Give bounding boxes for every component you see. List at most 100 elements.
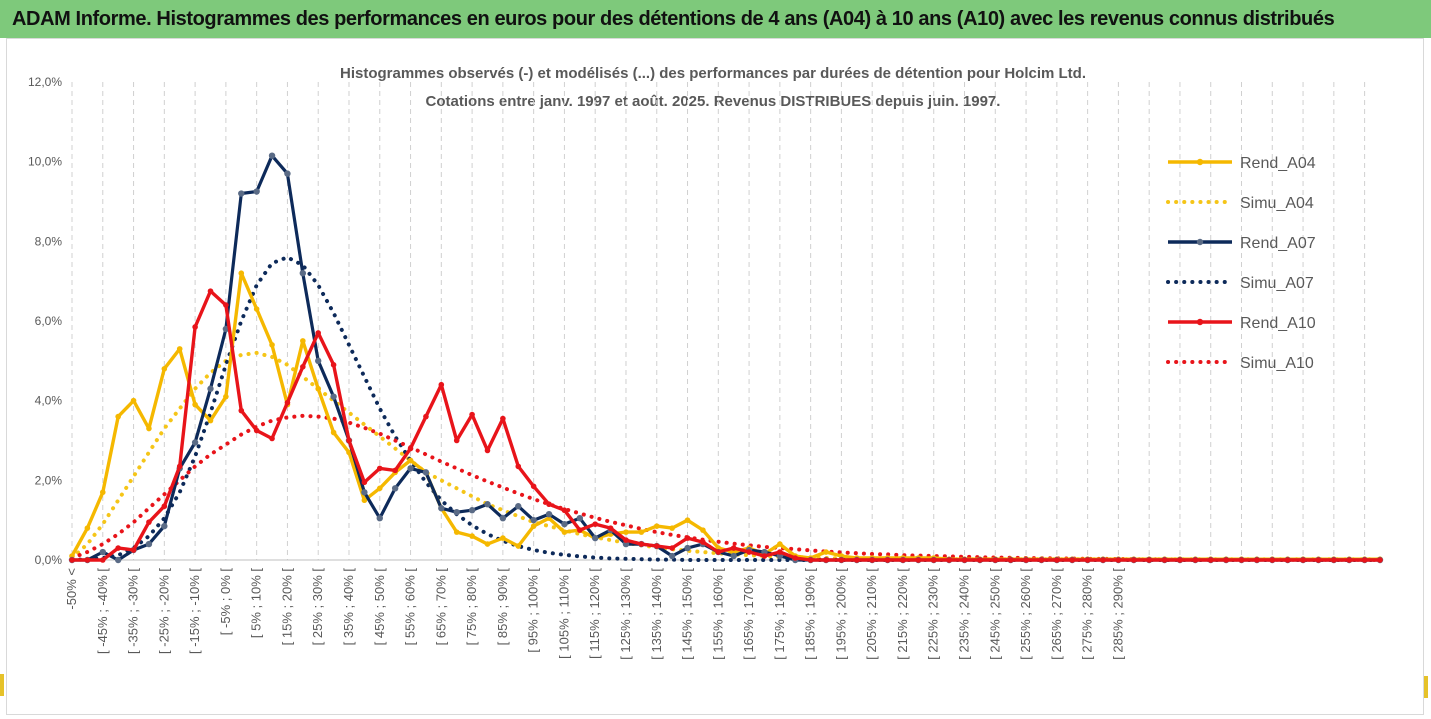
data-point [823, 549, 829, 555]
data-point [1269, 557, 1276, 563]
data-point [392, 467, 398, 474]
series-line-simu-a07 [70, 255, 1382, 562]
legend-label: Rend_A10 [1240, 315, 1316, 332]
x-tick-label: [ 215% ; 220% [ [895, 568, 910, 660]
data-point [115, 545, 121, 551]
grid-lines [71, 82, 1366, 560]
data-point [130, 397, 137, 404]
data-point [530, 483, 537, 490]
data-point [268, 152, 276, 159]
series-group [68, 152, 1384, 564]
data-point [1238, 557, 1245, 563]
x-tick-label: [ -45% ; -40% [ [95, 568, 110, 654]
data-point [84, 525, 91, 531]
data-point [777, 541, 783, 547]
data-point [453, 437, 460, 444]
x-tick-label: [ -25% ; -20% [ [156, 568, 171, 654]
data-point [361, 489, 368, 496]
data-point [1331, 557, 1337, 563]
legend-marker [1196, 238, 1204, 246]
legend-label: Simu_A10 [1240, 355, 1314, 372]
data-point [761, 553, 768, 559]
y-tick-label: 2,0% [35, 473, 63, 487]
data-point [330, 393, 337, 400]
data-point [992, 557, 999, 563]
data-point [577, 527, 583, 533]
data-point [484, 541, 491, 547]
data-point [407, 465, 414, 472]
data-point [561, 520, 568, 528]
data-point [161, 366, 168, 372]
data-point [1161, 557, 1168, 563]
x-tick-label: [ 195% ; 200% [ [833, 568, 848, 660]
chart-title: Histogrammes observés (-) et modélisés (… [340, 65, 1086, 82]
data-point [500, 415, 506, 422]
data-point [854, 557, 860, 563]
data-point [530, 516, 537, 524]
data-point [1146, 557, 1152, 563]
data-point [884, 557, 891, 563]
legend-label: Rend_A04 [1240, 155, 1316, 172]
legend-label: Simu_A04 [1240, 195, 1314, 212]
data-point [1377, 557, 1383, 563]
x-tick-label: [ 155% ; 160% [ [710, 568, 725, 660]
data-point [315, 357, 322, 365]
data-point [730, 552, 737, 560]
corner-mark-left [0, 674, 4, 696]
x-tick-label: [ 85% ; 90% [ [495, 568, 510, 646]
data-point [561, 507, 568, 514]
data-point [761, 548, 768, 556]
data-point [1300, 557, 1306, 563]
series-line-simu-a04 [70, 350, 1382, 562]
x-tick-label: [ 5% ; 10% [ [249, 568, 264, 638]
data-point [1038, 557, 1045, 563]
x-tick-label: [ 245% ; 250% [ [987, 568, 1002, 660]
banner-title: ADAM Informe. Histogrammes des performan… [0, 0, 1431, 38]
data-point [500, 535, 506, 541]
data-point [1361, 557, 1368, 563]
x-tick-label: [ 35% ; 40% [ [341, 568, 356, 646]
data-point [238, 270, 245, 277]
data-point [730, 545, 737, 551]
x-tick-label: [ 225% ; 230% [ [926, 568, 941, 660]
x-tick-label: -50% < [64, 568, 79, 610]
data-point [300, 364, 306, 370]
corner-mark-right [1424, 676, 1428, 698]
data-point [161, 522, 168, 530]
data-point [438, 381, 445, 388]
y-axis: 0,0% 2,0% 4,0% 6,0% 8,0% 10,0% 12,0% [28, 75, 62, 567]
data-point [777, 549, 783, 555]
x-tick-label: [ 265% ; 270% [ [1049, 568, 1064, 660]
data-point [192, 401, 198, 408]
data-point [207, 417, 214, 424]
data-point [407, 445, 414, 452]
data-point [607, 525, 614, 531]
data-point [961, 557, 968, 563]
data-point [115, 413, 121, 420]
y-tick-label: 10,0% [28, 155, 62, 169]
data-point [668, 552, 676, 560]
data-point [746, 549, 752, 555]
y-tick-label: 0,0% [35, 553, 63, 567]
data-point [1284, 557, 1291, 563]
data-point [1223, 557, 1229, 563]
data-point [592, 521, 598, 527]
data-point [253, 427, 260, 434]
data-point [561, 529, 568, 535]
data-point [1100, 557, 1106, 563]
data-point [176, 346, 183, 352]
data-point [284, 170, 291, 177]
data-point [546, 501, 552, 508]
data-point [253, 306, 260, 312]
data-point [99, 548, 106, 556]
x-tick-label: [ 175% ; 180% [ [772, 568, 787, 660]
legend-label: Simu_A07 [1240, 275, 1314, 292]
series-line-rend-a10 [72, 289, 1380, 562]
data-point [622, 540, 630, 548]
y-tick-label: 8,0% [35, 234, 63, 248]
data-point [361, 479, 368, 486]
data-point [715, 549, 722, 555]
data-point [807, 557, 814, 563]
data-point [977, 557, 983, 563]
series-line-rend-a04 [70, 271, 1380, 561]
